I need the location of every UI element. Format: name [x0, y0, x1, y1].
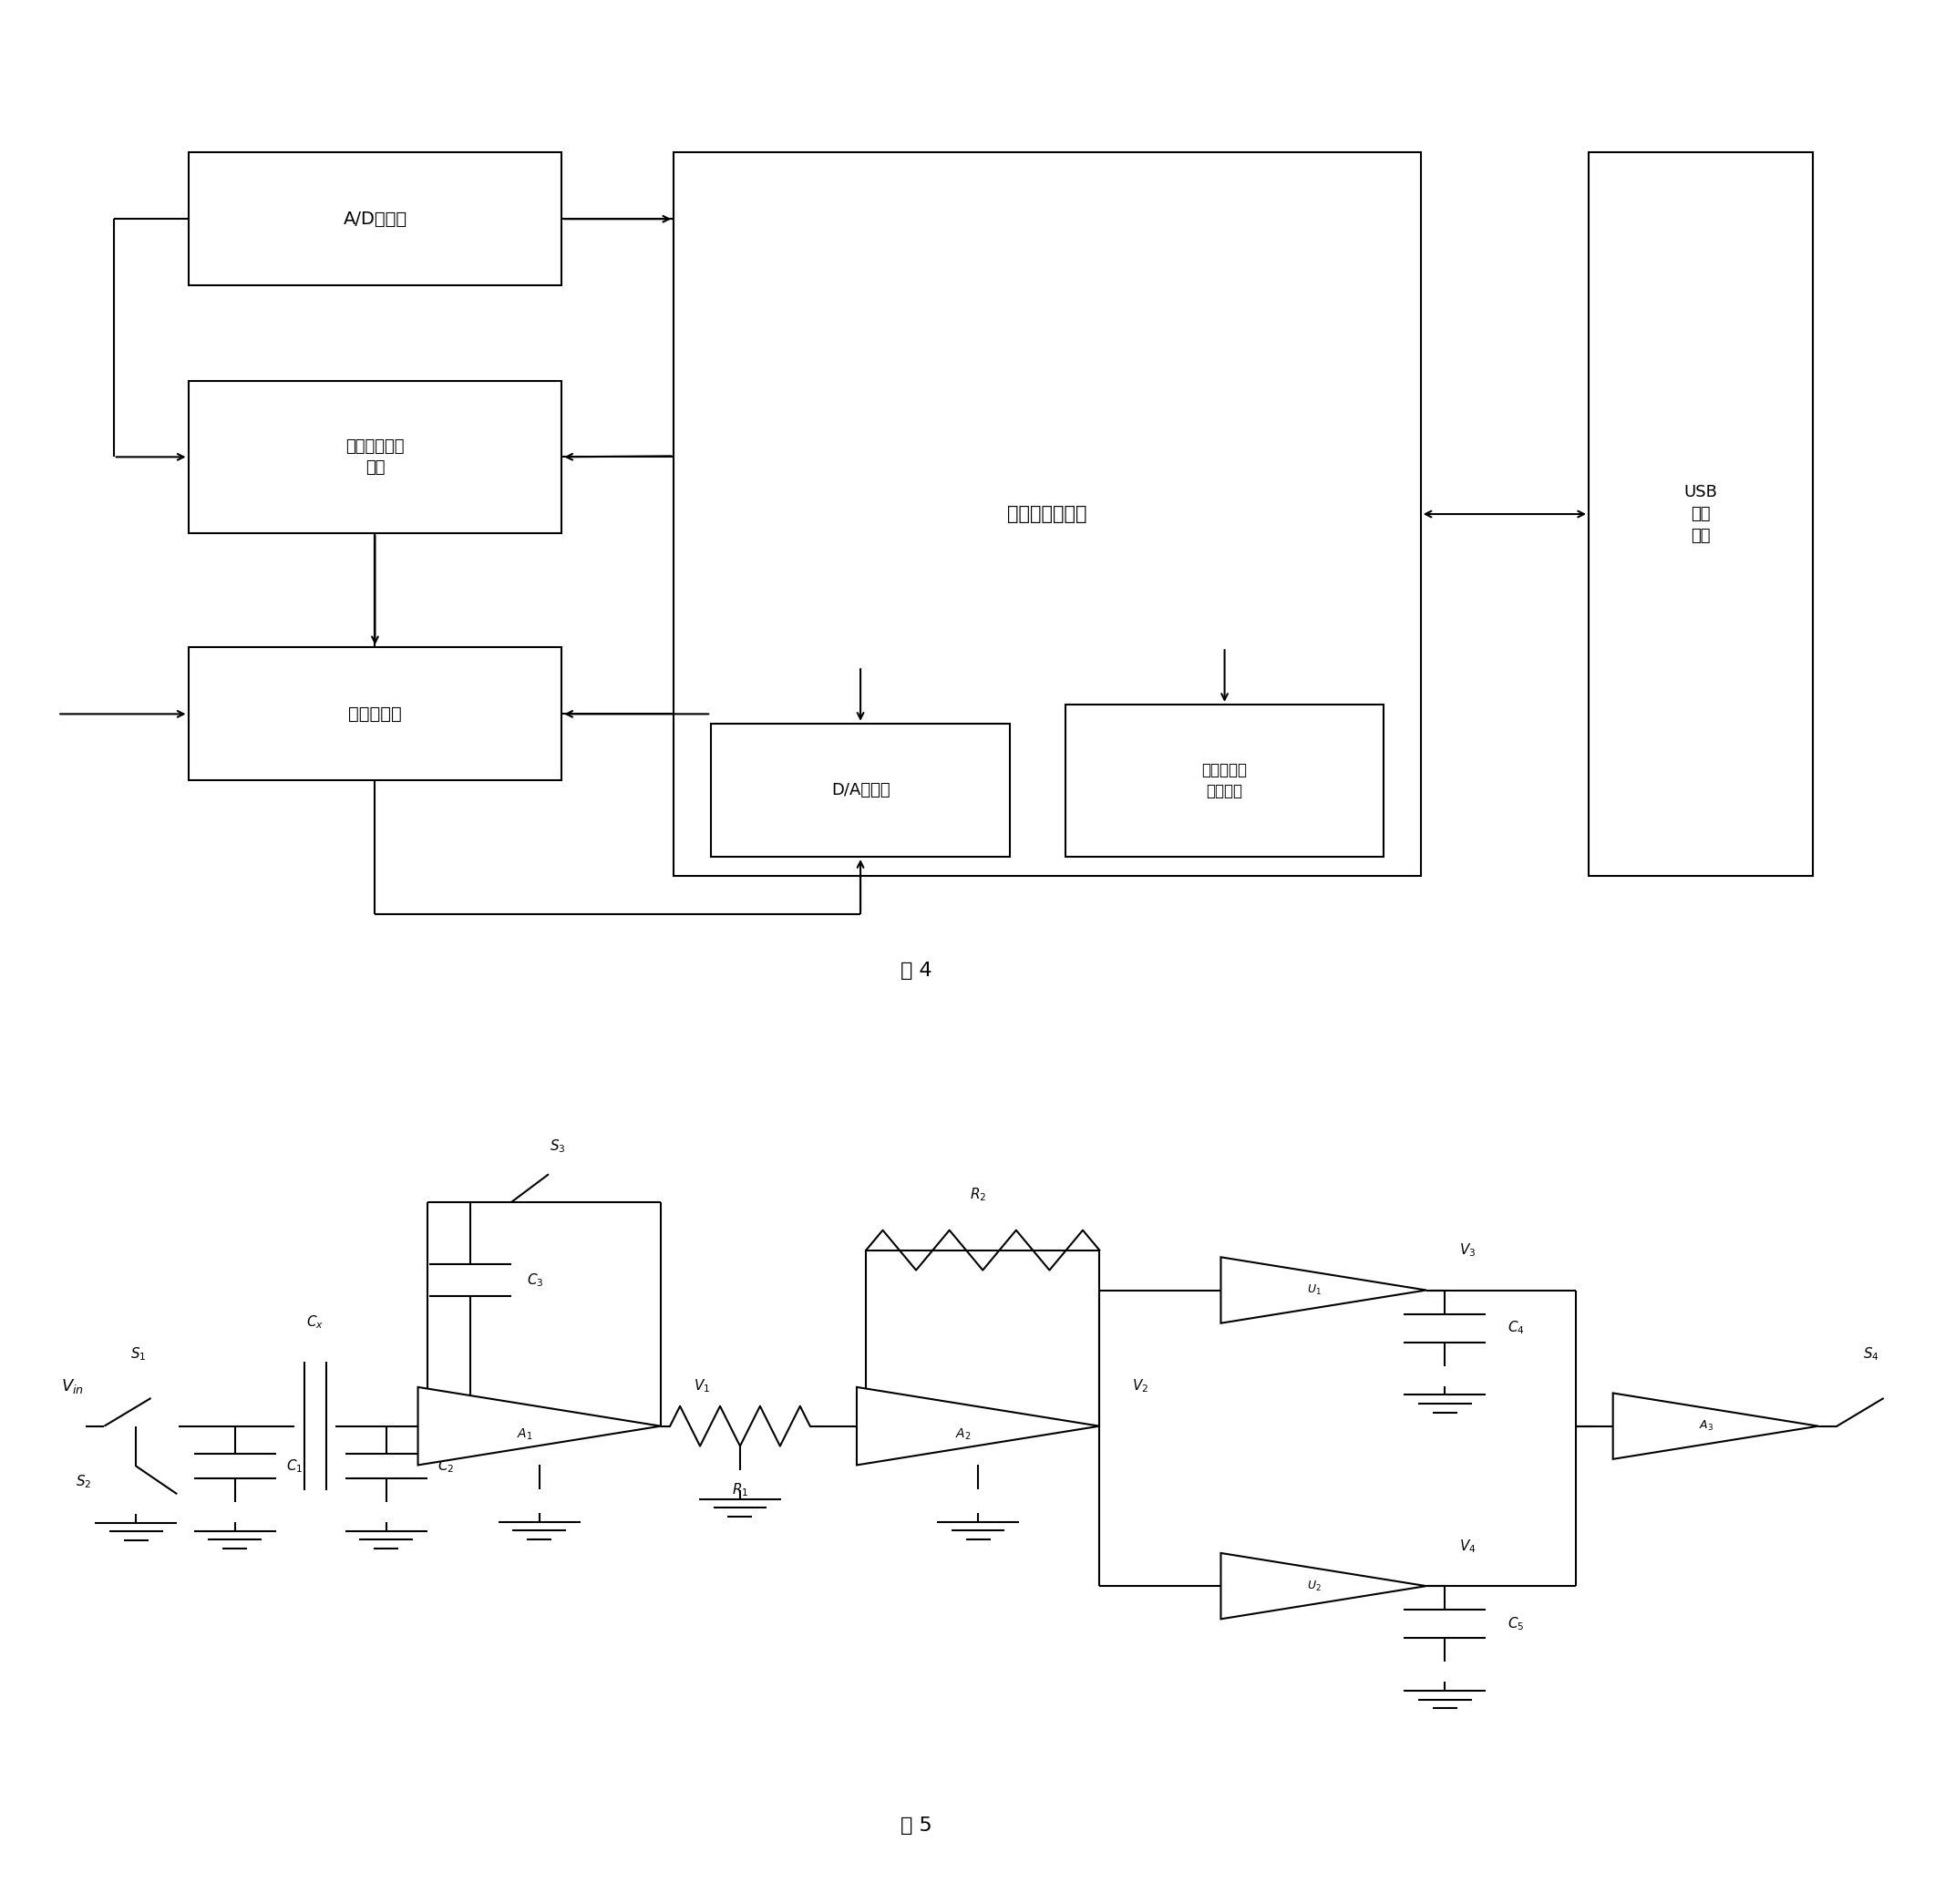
Text: $V_4$: $V_4$ — [1459, 1538, 1476, 1554]
Bar — [1066, 704, 1383, 857]
Text: $V_1$: $V_1$ — [694, 1378, 710, 1394]
Bar — [189, 381, 562, 533]
Text: 可编程增益放
大器: 可编程增益放 大器 — [346, 438, 405, 476]
Polygon shape — [1612, 1394, 1819, 1458]
Bar — [673, 152, 1420, 876]
Text: $V_2$: $V_2$ — [1132, 1378, 1149, 1394]
Text: 图 4: 图 4 — [901, 962, 932, 981]
Text: D/A转换器: D/A转换器 — [831, 783, 891, 798]
Text: $S_2$: $S_2$ — [76, 1474, 91, 1491]
Text: $U_1$: $U_1$ — [1307, 1283, 1321, 1297]
Text: 仪表放大器: 仪表放大器 — [348, 704, 403, 724]
Text: $V_{in}$: $V_{in}$ — [60, 1377, 84, 1396]
Text: $C_x$: $C_x$ — [307, 1314, 325, 1331]
Text: $S_3$: $S_3$ — [550, 1139, 566, 1154]
Polygon shape — [418, 1388, 661, 1464]
Text: 图 5: 图 5 — [901, 1816, 932, 1835]
Text: $C_4$: $C_4$ — [1507, 1319, 1525, 1337]
Text: $C_1$: $C_1$ — [286, 1458, 303, 1474]
Polygon shape — [856, 1388, 1099, 1464]
Polygon shape — [1221, 1257, 1426, 1323]
Text: $R_1$: $R_1$ — [731, 1481, 749, 1498]
Bar — [1589, 152, 1813, 876]
Text: $R_2$: $R_2$ — [971, 1186, 986, 1203]
Text: $A_3$: $A_3$ — [1700, 1418, 1714, 1434]
Text: 数字信号处理器: 数字信号处理器 — [1008, 505, 1087, 524]
Text: $S_1$: $S_1$ — [130, 1346, 146, 1363]
Text: $V_3$: $V_3$ — [1459, 1241, 1476, 1259]
Text: $U_2$: $U_2$ — [1307, 1578, 1321, 1594]
Text: $A_2$: $A_2$ — [955, 1426, 971, 1441]
Text: USB
通讯
模块: USB 通讯 模块 — [1684, 484, 1717, 545]
Text: $A_1$: $A_1$ — [517, 1426, 533, 1441]
Text: $C_3$: $C_3$ — [527, 1272, 545, 1289]
Bar — [189, 647, 562, 781]
Bar — [189, 152, 562, 286]
Text: A/D转换器: A/D转换器 — [342, 209, 407, 228]
Text: $C_2$: $C_2$ — [438, 1458, 455, 1474]
Polygon shape — [1221, 1554, 1426, 1618]
Bar — [712, 724, 1009, 857]
Text: 复杂可编程
逻辑器件: 复杂可编程 逻辑器件 — [1202, 762, 1247, 800]
Text: $S_4$: $S_4$ — [1863, 1346, 1879, 1363]
Text: $C_5$: $C_5$ — [1507, 1615, 1525, 1632]
